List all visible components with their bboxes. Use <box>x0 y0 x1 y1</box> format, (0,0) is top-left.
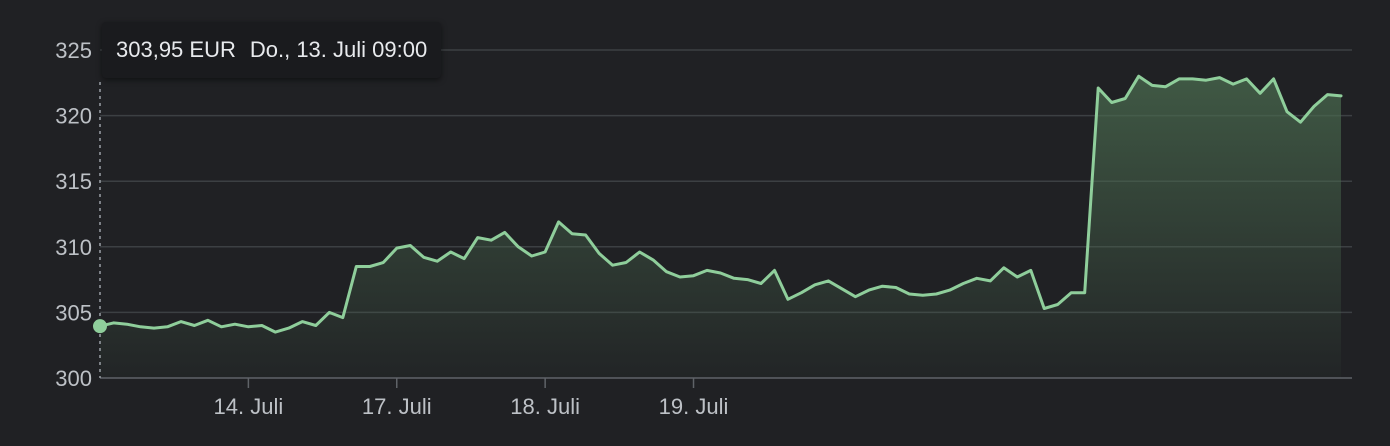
x-tick-label-3: 18. Juli <box>510 394 580 419</box>
y-tick-label-310: 310 <box>55 235 92 260</box>
y-tick-label-305: 305 <box>55 300 92 325</box>
hover-marker <box>93 82 107 378</box>
y-tick-label-325: 325 <box>55 38 92 63</box>
price-tooltip: 303,95 EUR Do., 13. Juli 09:00 <box>102 22 442 78</box>
y-tick-label-320: 320 <box>55 104 92 129</box>
x-tick-label-1: 14. Juli <box>214 394 284 419</box>
series-line <box>98 74 1343 334</box>
x-axis-labels: 14. Juli 17. Juli 18. Juli 19. Juli <box>214 394 729 419</box>
x-tick-label-2: 17. Juli <box>362 394 432 419</box>
x-axis <box>100 377 1352 388</box>
area-fill <box>100 76 1341 378</box>
y-tick-label-300: 300 <box>55 366 92 391</box>
area-fill-path <box>100 76 1341 378</box>
y-axis-labels: 300 305 310 315 320 325 <box>55 38 92 391</box>
y-tick-label-315: 315 <box>55 169 92 194</box>
tooltip-price: 303,95 EUR <box>116 37 236 62</box>
hover-point[interactable] <box>93 319 107 334</box>
tooltip-time: Do., 13. Juli 09:00 <box>249 37 428 62</box>
price-line <box>98 74 1343 334</box>
x-tick-label-4: 19. Juli <box>659 394 729 419</box>
